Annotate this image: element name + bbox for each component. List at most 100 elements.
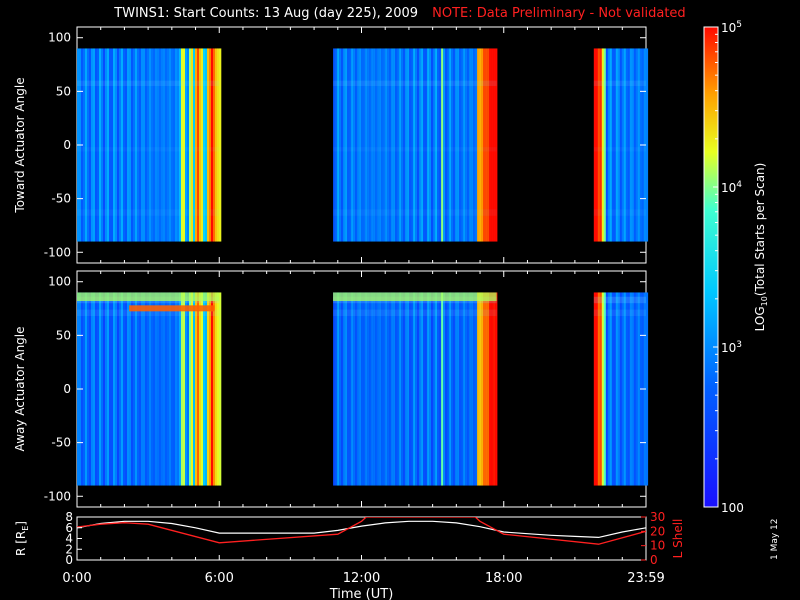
heat-column	[603, 48, 607, 242]
heat-column	[609, 292, 613, 486]
heat-column	[201, 292, 204, 486]
heat-column	[491, 48, 494, 242]
heat-column	[113, 292, 116, 486]
heat-column	[335, 292, 338, 486]
heat-column	[361, 292, 364, 486]
heat-column	[211, 48, 214, 242]
heat-column	[483, 48, 486, 242]
heat-column	[395, 48, 398, 242]
heat-column	[131, 292, 134, 486]
left-tick-label: 2	[65, 542, 73, 556]
heat-column	[135, 292, 138, 486]
heat-column	[433, 48, 436, 242]
heat-column	[447, 48, 450, 242]
left-tick-label: 0	[65, 553, 73, 567]
heat-column	[465, 48, 468, 242]
heat-column	[421, 48, 424, 242]
heat-column	[101, 48, 104, 242]
heat-column	[495, 48, 498, 242]
right-tick-label: 0	[650, 553, 658, 567]
heat-column	[169, 292, 172, 486]
heat-column	[411, 292, 414, 486]
heat-column	[371, 48, 374, 242]
heat-column	[131, 48, 134, 242]
heat-column	[391, 292, 394, 486]
heat-column	[405, 48, 408, 242]
heat-column	[385, 48, 388, 242]
heat-column	[597, 48, 601, 242]
heat-column	[367, 48, 370, 242]
heat-column	[615, 292, 619, 486]
heat-column	[475, 48, 478, 242]
heat-column	[593, 292, 597, 486]
heat-column	[451, 292, 454, 486]
heat-column	[207, 292, 210, 486]
angle-stripe	[593, 309, 646, 317]
heat-column	[479, 48, 482, 242]
heat-column	[479, 292, 482, 486]
angle-stripe	[593, 147, 646, 152]
heat-column	[371, 292, 374, 486]
heat-column	[451, 48, 454, 242]
heat-column	[593, 48, 597, 242]
heat-column	[627, 292, 631, 486]
heat-column	[449, 292, 452, 486]
heat-column	[635, 48, 639, 242]
heat-column	[125, 292, 128, 486]
heat-column	[219, 292, 222, 486]
heat-column	[93, 48, 96, 242]
heat-column	[173, 292, 176, 486]
heat-column	[483, 292, 486, 486]
heat-column	[333, 292, 336, 486]
heat-column	[631, 292, 635, 486]
heat-column	[481, 292, 484, 486]
heat-column	[395, 292, 398, 486]
heat-column	[107, 292, 110, 486]
heat-column	[379, 48, 382, 242]
heat-column	[333, 48, 336, 242]
x-tick-label: 0:00	[62, 571, 91, 586]
angle-stripe	[333, 80, 497, 86]
data-band	[333, 292, 498, 486]
heat-column	[151, 48, 154, 242]
heat-column	[383, 48, 386, 242]
date-stamp: 1 May 12	[770, 518, 780, 560]
heat-column	[155, 48, 158, 242]
heat-column	[485, 292, 488, 486]
heat-column	[645, 48, 649, 242]
edge-ridge	[77, 292, 220, 302]
heat-column	[181, 292, 184, 486]
colorbar-tick-label: 105	[721, 20, 742, 35]
preliminary-note: NOTE: Data Preliminary - Not validated	[432, 6, 686, 21]
heat-column	[165, 292, 168, 486]
heat-column	[215, 292, 218, 486]
heat-column	[619, 292, 623, 486]
heat-column	[163, 292, 166, 486]
heat-column	[213, 292, 216, 486]
heat-column	[129, 48, 132, 242]
heat-column	[403, 48, 406, 242]
heat-column	[621, 292, 625, 486]
angle-stripe	[333, 147, 497, 152]
heat-column	[213, 48, 216, 242]
heat-column	[407, 292, 410, 486]
right-axis-label: L Shell	[671, 519, 685, 559]
heat-column	[629, 48, 633, 242]
data-band	[593, 48, 649, 242]
heat-column	[119, 292, 122, 486]
heat-column	[87, 48, 90, 242]
heat-column	[615, 48, 619, 242]
heat-column	[427, 48, 430, 242]
data-band	[77, 292, 222, 486]
y-tick-label: -50	[51, 192, 71, 206]
y-tick-label: 50	[56, 84, 71, 98]
heat-column	[433, 292, 436, 486]
angle-stripe	[333, 209, 497, 216]
heat-column	[409, 48, 412, 242]
heat-column	[111, 48, 114, 242]
heat-column	[389, 48, 392, 242]
heat-column	[419, 48, 422, 242]
heat-column	[197, 48, 200, 242]
heat-column	[397, 292, 400, 486]
heat-column	[439, 48, 442, 242]
